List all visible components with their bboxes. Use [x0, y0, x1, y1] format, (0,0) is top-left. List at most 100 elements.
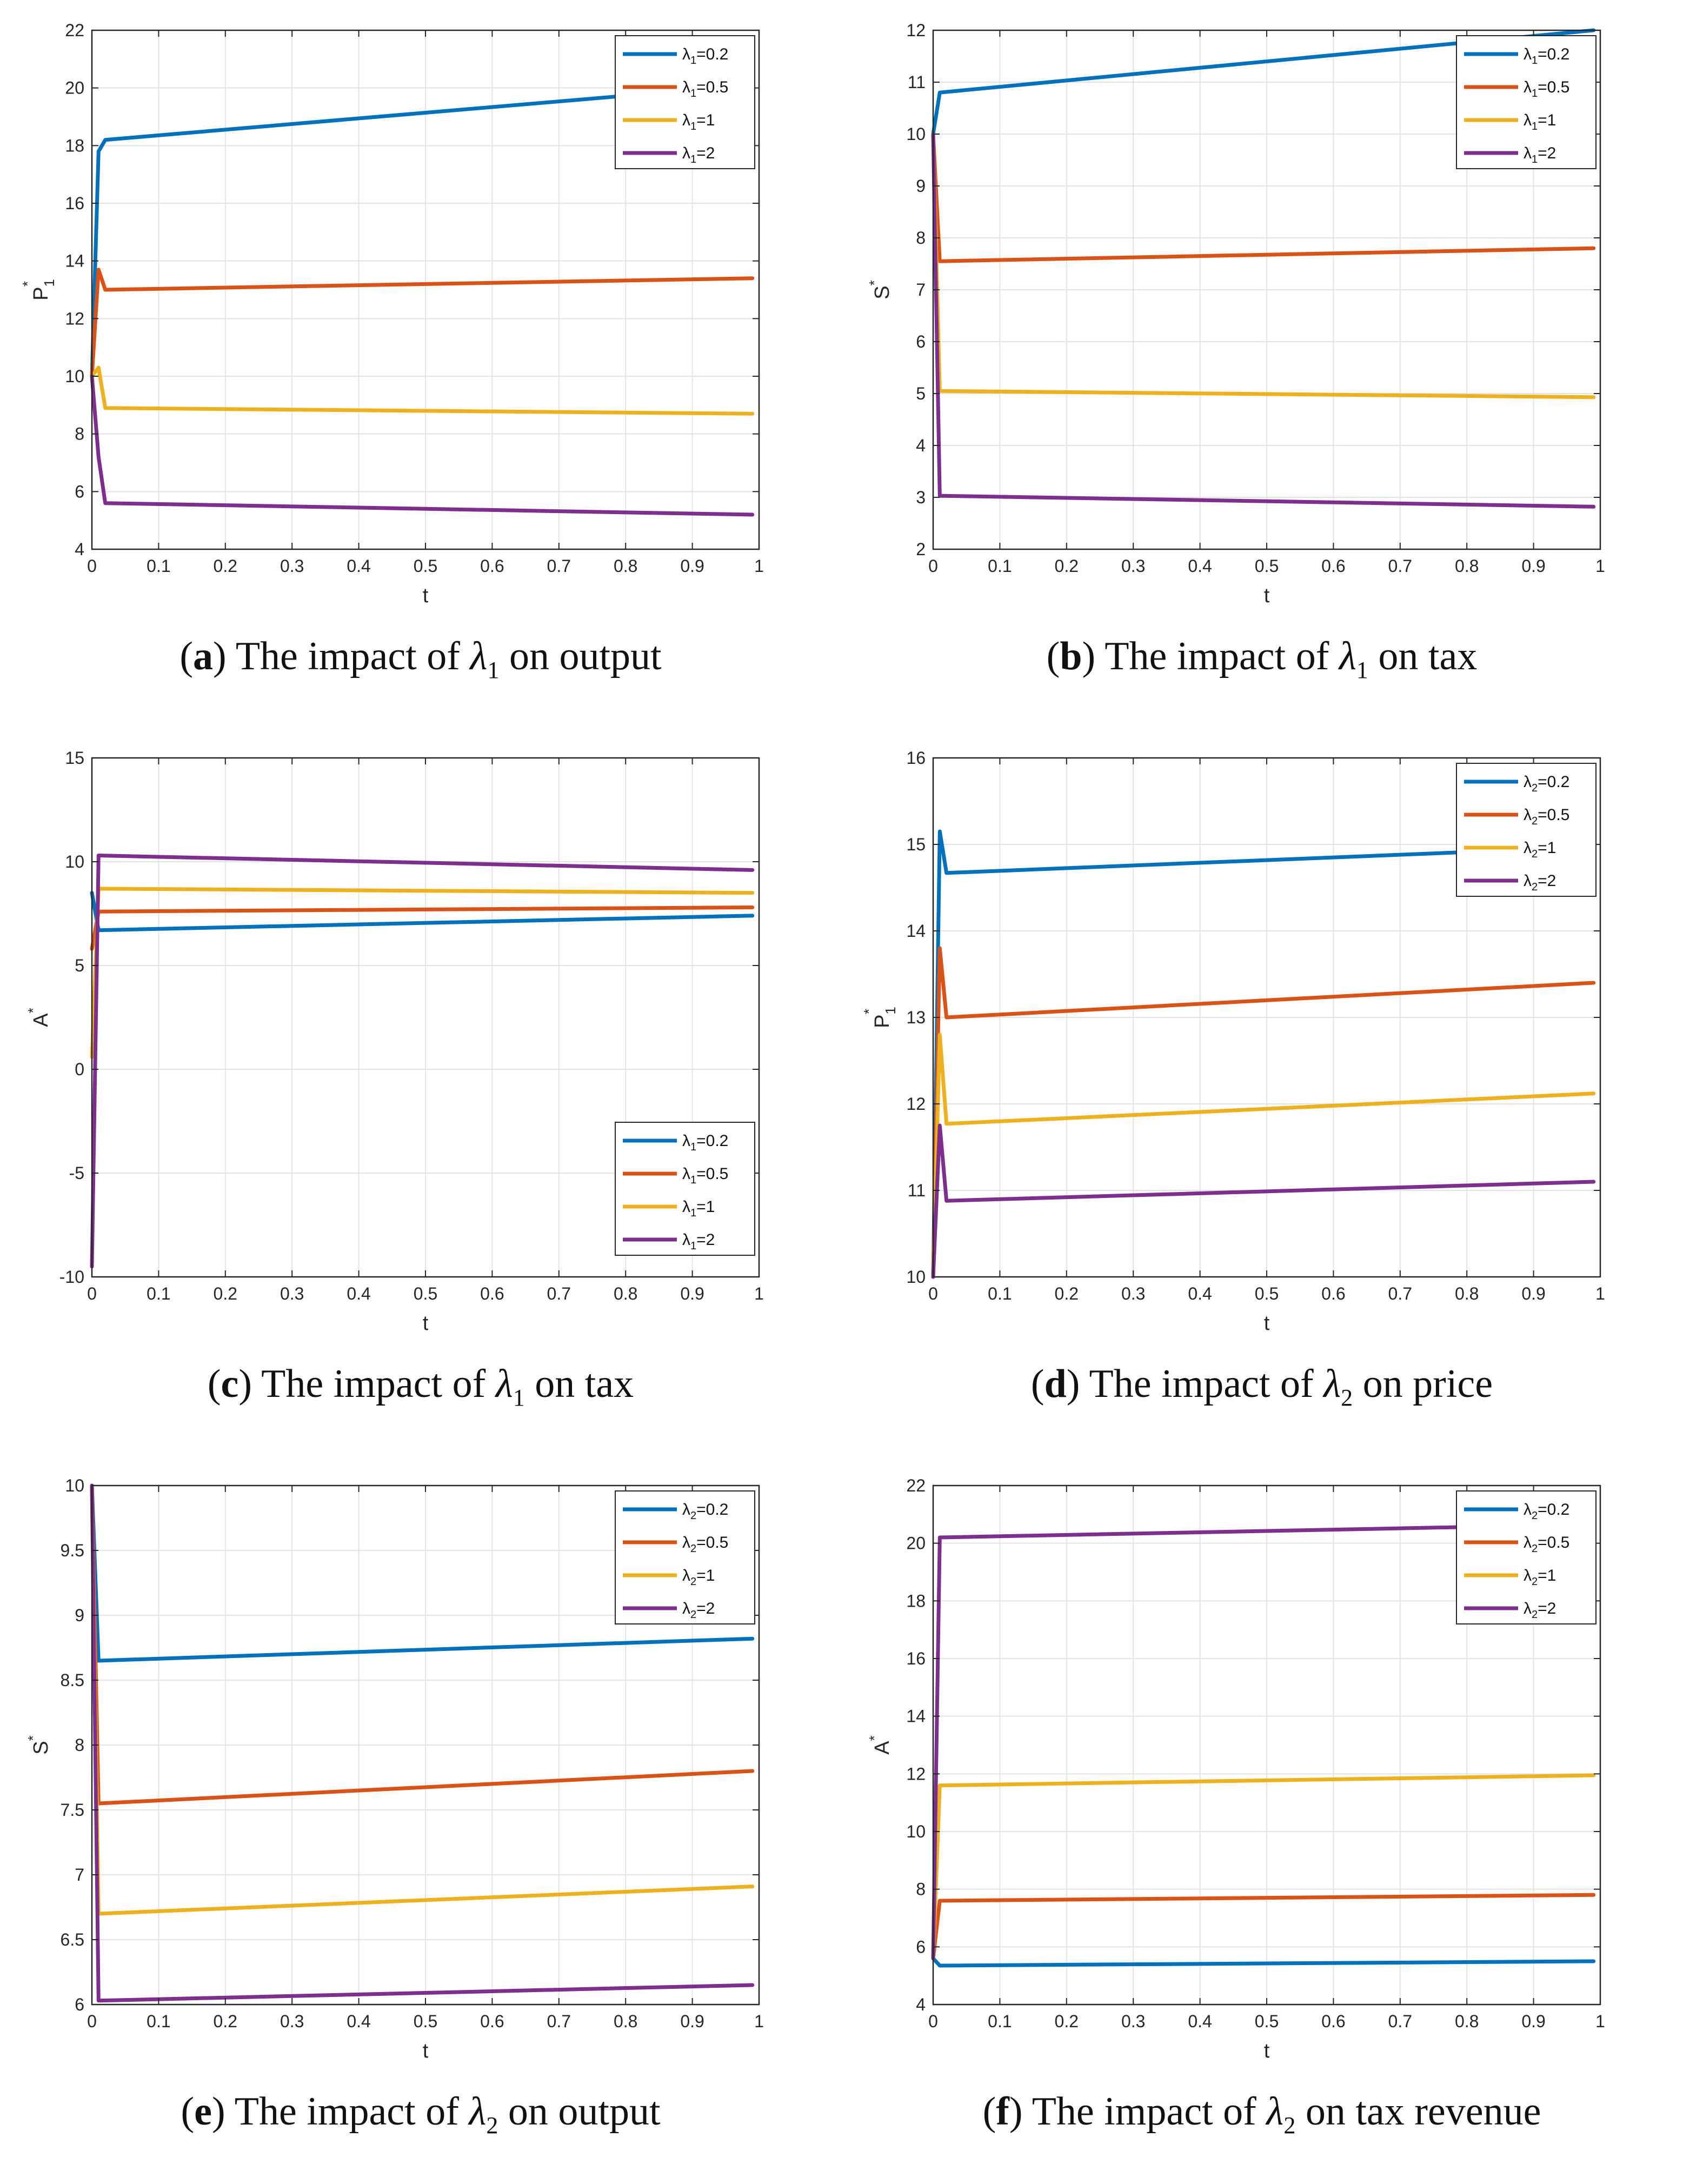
legend-lambda: λ: [1524, 1567, 1532, 1584]
y-tick-label: 10: [906, 1267, 926, 1287]
series-line-3: [931, 1033, 1596, 1279]
x-axis-label: t: [423, 2040, 429, 2062]
legend-value: =1: [1538, 839, 1556, 857]
legend-sub: 1: [1532, 154, 1538, 165]
legend-value: =0.2: [1538, 45, 1569, 63]
legend-lambda: λ: [1524, 1534, 1532, 1552]
x-tick-label: 0.3: [280, 2012, 304, 2031]
legend-entry-3: λ2=1: [1524, 1567, 1556, 1588]
x-axis-label: t: [1264, 2040, 1270, 2062]
y-axis-label-main: S: [30, 1741, 52, 1754]
x-tick-label: 0.9: [680, 1284, 704, 1303]
y-tick-label: -5: [69, 1163, 84, 1183]
legend-sub: 2: [690, 1609, 696, 1621]
panel-e: 0 0.1 0.2 0.3 0.4 0.5 0.6 0.7 0.8 0.9 1 6 6.5 7 7.5 8 8.…: [0, 1455, 841, 2183]
legend-value: =0.2: [696, 45, 728, 63]
grid: [92, 1486, 759, 2005]
y-tick-label: -10: [59, 1267, 84, 1287]
legend-sub: 2: [1532, 815, 1538, 827]
legend-entry-2: λ2=0.5: [1524, 1534, 1569, 1555]
series-group: [90, 854, 755, 1269]
x-tick-label: 0.1: [147, 1284, 170, 1303]
series-line-4: [90, 1483, 755, 2003]
legend-entry-4: λ1=2: [682, 144, 715, 165]
legend-lambda: λ: [1524, 839, 1532, 857]
x-tick-label: 1: [1595, 556, 1605, 576]
series-line-3: [90, 365, 755, 416]
x-tick-label: 1: [754, 556, 764, 576]
legend-entry-1: λ1=0.2: [682, 1132, 728, 1153]
legend-lambda: λ: [682, 1501, 690, 1519]
legend-lambda: λ: [682, 1567, 690, 1584]
x-tick-label: 0: [87, 2012, 97, 2031]
panel-c: 0 0.1 0.2 0.3 0.4 0.5 0.6 0.7 0.8 0.9 1 -10 -5 0 5 10 15…: [0, 728, 841, 1455]
legend-value: =1: [696, 1567, 715, 1584]
legend-lambda: λ: [1524, 1501, 1532, 1519]
caption-d: (d) The impact of λ2 on price: [1030, 1362, 1493, 1411]
y-axis-label-sup: *: [25, 1008, 41, 1013]
legend-lambda: λ: [682, 144, 690, 162]
legend-value: =1: [696, 111, 715, 129]
series-line-2: [90, 268, 755, 378]
legend-sub: 2: [1532, 848, 1538, 860]
legend-value: =2: [1538, 1600, 1556, 1617]
y-tick-label: 12: [906, 1094, 926, 1114]
legend-sub: 1: [690, 154, 696, 165]
x-tick-label: 0.5: [414, 1284, 437, 1303]
legend-entry-3: λ1=1: [682, 111, 715, 132]
legend-value: =0.2: [1538, 773, 1569, 791]
legend-sub: 2: [690, 1543, 696, 1555]
y-tick-label: 6: [916, 332, 926, 351]
legend-lambda: λ: [1524, 45, 1532, 63]
legend-sub: 2: [1532, 782, 1538, 794]
legend-sub: 1: [690, 88, 696, 99]
legend-lambda: λ: [682, 1165, 690, 1183]
x-tick-label: 0.2: [214, 556, 237, 576]
series-line-4: [931, 1123, 1596, 1279]
legend-value: =2: [1538, 872, 1556, 890]
legend-lambda: λ: [682, 45, 690, 63]
x-tick-label: 0.3: [280, 1284, 304, 1303]
x-tick-label: 0.9: [1521, 2012, 1545, 2031]
y-tick-label: 11: [908, 1181, 926, 1200]
legend-entry-3: λ2=1: [682, 1567, 715, 1588]
x-tick-label: 0.7: [547, 556, 571, 576]
legend-box: [1456, 1490, 1596, 1624]
legend-value: =0.2: [696, 1132, 728, 1150]
caption-f: (f) The impact of λ2 on tax revenue: [982, 2089, 1541, 2139]
legend: λ2=0.2λ2=0.5λ2=1λ2=2: [1456, 763, 1596, 897]
legend-sub: 2: [690, 1510, 696, 1522]
y-tick-label: 8: [916, 228, 926, 248]
legend-sub: 1: [1532, 121, 1538, 132]
x-tick-label: 0.7: [1388, 556, 1412, 576]
legend-sub: 2: [1532, 1609, 1538, 1621]
y-tick-label: 8: [75, 424, 84, 444]
legend-value: =2: [1538, 144, 1556, 162]
legend-value: =0.5: [696, 78, 728, 96]
legend-lambda: λ: [1524, 806, 1532, 824]
x-tick-label: 0.6: [480, 2012, 504, 2031]
legend-sub: 2: [1532, 1510, 1538, 1522]
legend-box: [1456, 763, 1596, 897]
legend-lambda: λ: [1524, 1600, 1532, 1617]
legend-sub: 1: [690, 1240, 696, 1252]
y-axis-label-sup: *: [19, 281, 36, 287]
ticks: 0 0.1 0.2 0.3 0.4 0.5 0.6 0.7 0.8 0.9 146810121416…: [65, 21, 763, 576]
x-tick-label: 0.2: [214, 2012, 237, 2031]
x-tick-label: 0.1: [988, 1284, 1012, 1303]
y-tick-label: 10: [906, 124, 926, 144]
chart-f: 0 0.1 0.2 0.3 0.4 0.5 0.6 0.7 0.8 0.9 146810121416…: [866, 1476, 1605, 2062]
x-tick-label: 0.9: [1521, 1284, 1545, 1303]
y-tick-label: 14: [906, 921, 926, 941]
x-tick-label: 0.4: [347, 556, 370, 576]
x-tick-label: 1: [754, 1284, 764, 1303]
y-tick-label: 10: [65, 367, 84, 386]
y-tick-label: 20: [65, 78, 84, 98]
series-group: [931, 28, 1596, 509]
legend-value: =0.5: [696, 1165, 728, 1183]
x-tick-label: 0.3: [1121, 556, 1145, 576]
y-tick-label: 7.5: [61, 1800, 84, 1820]
y-tick-label: 6: [916, 1937, 926, 1956]
legend-sub: 1: [690, 1141, 696, 1153]
y-tick-label: 14: [906, 1707, 926, 1726]
